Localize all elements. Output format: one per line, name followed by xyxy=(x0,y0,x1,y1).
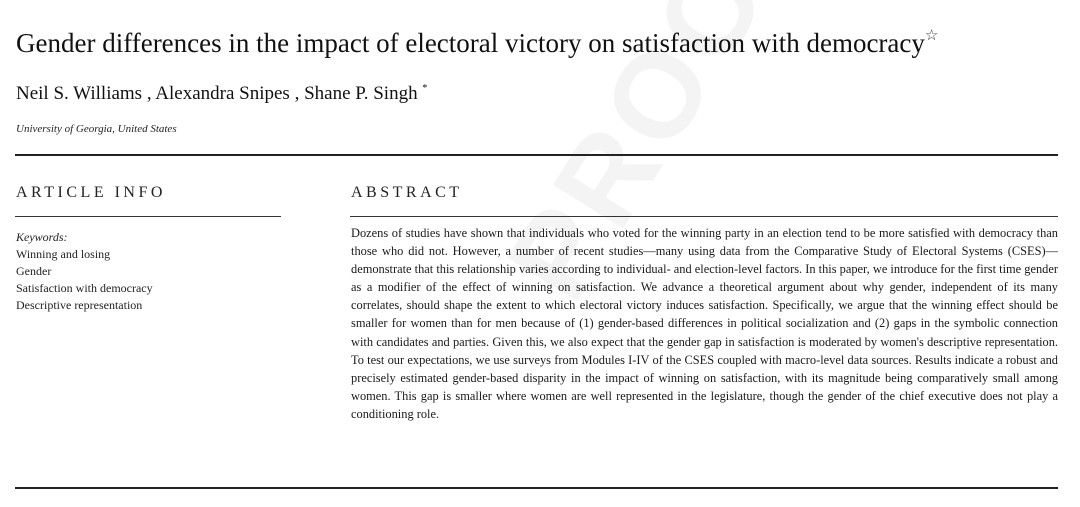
keywords-label: Keywords: xyxy=(16,230,68,244)
keyword-item: Descriptive representation xyxy=(16,298,143,312)
keyword-item: Winning and losing xyxy=(16,247,111,261)
abstract-divider xyxy=(350,216,1058,217)
article-info-divider xyxy=(15,216,281,217)
affiliation: University of Georgia, United States xyxy=(16,123,177,135)
title-footnote-star[interactable]: ☆ xyxy=(924,28,939,44)
keywords-block: Keywords: Winning and losing Gender Sati… xyxy=(16,229,276,314)
abstract-text: Dozens of studies have shown that indivi… xyxy=(351,226,1058,421)
corresponding-author-mark[interactable]: * xyxy=(422,83,428,94)
title-text: Gender differences in the impact of elec… xyxy=(16,28,925,58)
top-divider xyxy=(15,154,1058,156)
paper-title: Gender differences in the impact of elec… xyxy=(16,26,938,59)
author-names[interactable]: Neil S. Williams , Alexandra Snipes , Sh… xyxy=(16,83,418,104)
bottom-divider xyxy=(15,487,1058,489)
keyword-item: Gender xyxy=(16,264,52,278)
article-info-heading: ARTICLE INFO xyxy=(16,184,166,201)
author-list: Neil S. Williams , Alexandra Snipes , Sh… xyxy=(16,83,427,105)
abstract-heading: ABSTRACT xyxy=(351,184,463,201)
keyword-item: Satisfaction with democracy xyxy=(16,281,153,295)
